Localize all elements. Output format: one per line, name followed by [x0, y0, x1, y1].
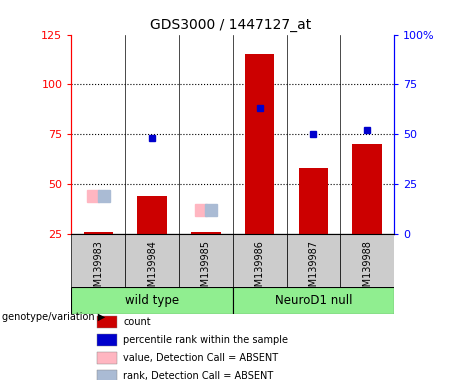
- Bar: [97, 334, 117, 346]
- Bar: [233, 234, 287, 287]
- Bar: [83, 232, 113, 234]
- Bar: [71, 234, 125, 287]
- Text: genotype/variation ▶: genotype/variation ▶: [2, 312, 106, 322]
- Bar: [340, 234, 394, 287]
- Bar: [97, 352, 117, 364]
- Text: GDS3000 / 1447127_at: GDS3000 / 1447127_at: [150, 18, 311, 32]
- Text: percentile rank within the sample: percentile rank within the sample: [123, 334, 288, 344]
- Text: rank, Detection Call = ABSENT: rank, Detection Call = ABSENT: [123, 371, 273, 381]
- Text: count: count: [123, 317, 151, 327]
- Bar: [353, 144, 382, 234]
- Bar: [299, 168, 328, 234]
- Bar: [125, 234, 179, 287]
- Text: wild type: wild type: [125, 294, 179, 307]
- Text: GSM139987: GSM139987: [308, 240, 319, 299]
- Text: GSM139986: GSM139986: [254, 240, 265, 299]
- Text: GSM139985: GSM139985: [201, 240, 211, 299]
- Bar: [179, 234, 233, 287]
- Bar: [137, 196, 167, 234]
- Bar: [245, 55, 274, 234]
- Bar: [71, 287, 233, 314]
- Text: NeuroD1 null: NeuroD1 null: [275, 294, 352, 307]
- Text: GSM139983: GSM139983: [93, 240, 103, 299]
- Bar: [191, 232, 221, 234]
- Text: GSM139984: GSM139984: [147, 240, 157, 299]
- Text: value, Detection Call = ABSENT: value, Detection Call = ABSENT: [123, 353, 278, 362]
- Bar: [97, 369, 117, 381]
- Bar: [97, 316, 117, 328]
- Text: GSM139988: GSM139988: [362, 240, 372, 299]
- Bar: [287, 234, 340, 287]
- Bar: [233, 287, 394, 314]
